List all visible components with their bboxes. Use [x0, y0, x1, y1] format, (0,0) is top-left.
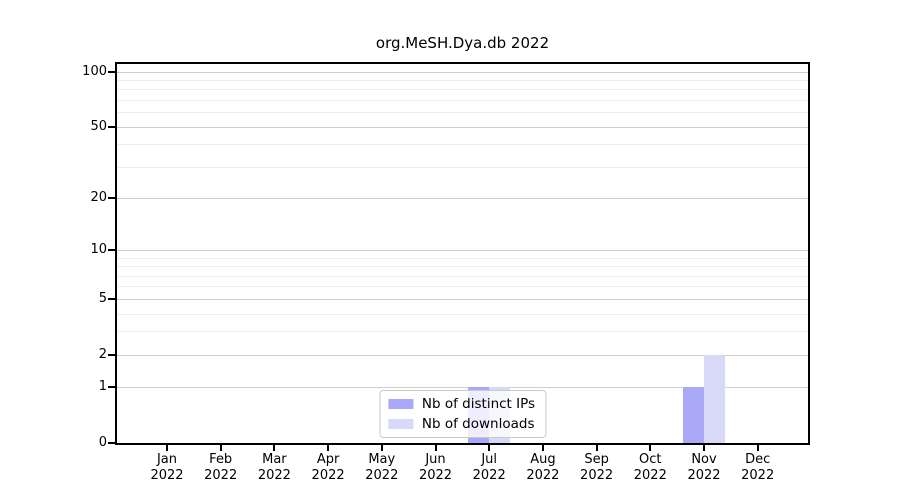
y-axis-label-0: 0: [98, 435, 107, 450]
x-axis-label-oct: Oct 2022: [633, 452, 667, 483]
y-axis-tick-50: [108, 125, 115, 128]
gridline-minor-30: [117, 166, 808, 168]
gridline-20: [117, 198, 808, 199]
gridline-1: [117, 387, 808, 389]
gridline-5: [117, 298, 808, 300]
legend-row-downloads: Nb of downloads: [387, 416, 535, 432]
x-axis-tick-sep: [595, 445, 598, 451]
x-axis-label-mar: Mar 2022: [257, 452, 291, 483]
gridline-minor-70: [117, 100, 808, 101]
x-axis-tick-may: [380, 445, 383, 451]
x-axis-tick-jul: [488, 445, 491, 451]
y-axis-label-2: 2: [98, 346, 107, 362]
plot-area: Nb of distinct IPs Nb of downloads 0 1 2 5 1…: [82, 62, 810, 483]
chart-title: org.MeSH.Dya.db 2022: [375, 34, 550, 52]
y-axis-label-1: 1: [98, 379, 107, 395]
y-axis-tick-100: [108, 70, 115, 73]
x-axis-label-jan: Jan 2022: [150, 452, 184, 483]
x-axis-tick-nov: [703, 445, 705, 451]
x-axis-label-may: May 2022: [365, 452, 399, 483]
x-axis-tick-aug: [541, 445, 544, 451]
bar-nb-of-distinct-ips-nov: [683, 387, 704, 443]
legend-swatch-downloads: [387, 419, 413, 429]
x-axis-label-apr: Apr 2022: [311, 452, 345, 483]
x-axis-label-jun: Jun 2022: [418, 452, 453, 483]
x-axis-tick-jan: [166, 445, 168, 451]
gridline-50: [117, 126, 808, 128]
y-axis-tick-5: [108, 297, 115, 300]
y-axis-tick-0: [108, 442, 115, 444]
y-axis-label-50: 50: [90, 118, 107, 134]
gridline-minor-3: [117, 331, 808, 333]
legend-label-distinct-ips: Nb of distinct IPs: [421, 396, 536, 412]
x-axis-tick-jun: [434, 445, 437, 451]
x-axis-tick-apr: [327, 445, 330, 451]
y-axis-label-10: 10: [90, 242, 107, 257]
gridline-minor-9: [117, 257, 808, 259]
x-axis-tick-oct: [649, 445, 652, 451]
gridline-minor-6: [117, 286, 808, 288]
x-axis-tick-mar: [273, 445, 276, 451]
gridline-minor-8: [117, 266, 808, 268]
gridline-minor-7: [117, 275, 808, 277]
x-axis-label-sep: Sep 2022: [580, 452, 614, 483]
gridline-minor-60: [117, 112, 808, 114]
gridline-minor-4: [117, 313, 808, 315]
y-axis-label-20: 20: [90, 190, 107, 205]
x-axis-label-jul: Jul 2022: [472, 452, 506, 483]
y-axis-tick-20: [108, 197, 115, 199]
gridline-2: [117, 354, 808, 356]
legend-label-downloads: Nb of downloads: [421, 416, 535, 432]
x-axis-label-dec: Dec 2022: [741, 452, 775, 483]
gridline-minor-40: [117, 144, 808, 146]
gridline-minor-80: [117, 89, 808, 91]
bar-nb-of-downloads-nov: [704, 354, 725, 443]
y-axis-tick-1: [108, 386, 115, 389]
y-axis-label-100: 100: [82, 63, 107, 79]
gridline-minor-90: [117, 80, 808, 81]
x-axis-tick-dec: [756, 445, 759, 451]
x-axis-label-aug: Aug 2022: [526, 452, 560, 483]
y-axis-tick-2: [108, 353, 115, 356]
gridline-100: [117, 71, 808, 73]
y-axis-tick-10: [108, 249, 115, 251]
legend-swatch-distinct-ips: [387, 399, 413, 409]
gridline-10: [117, 250, 808, 251]
x-axis-label-nov: Nov 2022: [687, 452, 721, 483]
x-axis-label-feb: Feb 2022: [204, 452, 238, 483]
legend-row-distinct-ips: Nb of distinct IPs: [387, 396, 536, 412]
x-axis-tick-feb: [219, 445, 222, 451]
legend: Nb of distinct IPs Nb of downloads: [378, 390, 547, 438]
y-axis-label-5: 5: [98, 290, 107, 306]
